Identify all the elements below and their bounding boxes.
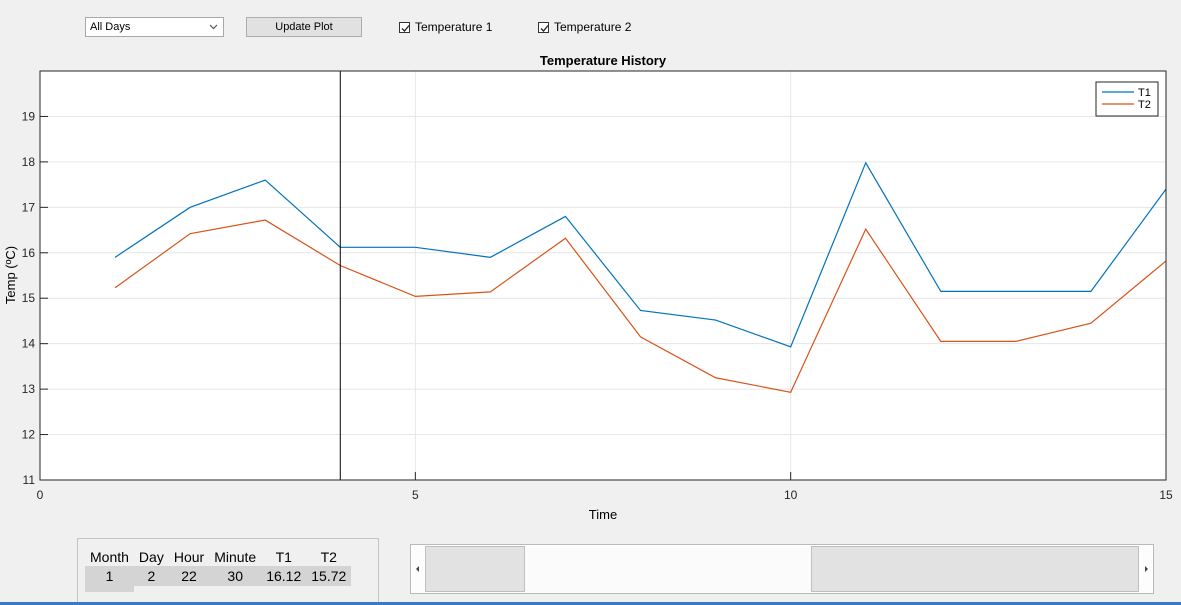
readout-value-cell: 2: [133, 566, 169, 586]
readout-header-cell: Minute: [214, 549, 257, 565]
caret-left-icon: [416, 566, 419, 572]
legend-box: [1095, 81, 1159, 117]
temperature-1-checkbox[interactable]: Temperature 1: [399, 17, 492, 37]
x-axis-label: Time: [589, 507, 617, 522]
readout-header-cell: Hour: [173, 549, 205, 565]
y-tick-label: 19: [22, 109, 36, 123]
y-tick-label: 18: [22, 155, 36, 169]
time-scrollbar[interactable]: [410, 544, 1154, 594]
legend-label: T2: [1138, 99, 1151, 111]
y-tick-label: 12: [22, 428, 36, 442]
x-tick-label: 0: [37, 488, 44, 502]
y-tick-label: 11: [23, 473, 36, 487]
readout-header-cell: T2: [320, 549, 337, 565]
readout-value-cell: 1: [85, 566, 134, 586]
legend-label: T1: [1138, 87, 1151, 99]
window-bottom-border: [0, 602, 1181, 605]
x-tick-label: 5: [412, 488, 419, 502]
scroll-left-arrow[interactable]: [412, 546, 424, 592]
scroll-track-left[interactable]: [425, 546, 525, 592]
y-tick-label: 14: [22, 337, 36, 351]
y-axis-label: Temp (ºC): [3, 246, 18, 304]
checkbox-checked-icon[interactable]: [399, 21, 410, 33]
temperature-2-checkbox[interactable]: Temperature 2: [538, 17, 631, 37]
readout-header-cell: T1: [275, 549, 292, 565]
readout-empty-row: [85, 586, 352, 592]
plot-area[interactable]: [40, 71, 1166, 480]
readout-value-cell: 22: [168, 566, 210, 586]
y-tick-label: 17: [22, 200, 36, 214]
readout-value-row: 1 2 22 30 16.12 15.72: [85, 566, 352, 586]
x-tick-label: 10: [784, 488, 798, 502]
readout-value-cell: 30: [209, 566, 262, 586]
x-tick-label: 15: [1159, 488, 1173, 502]
checkbox-checked-icon[interactable]: [538, 21, 549, 33]
scroll-track-right[interactable]: [810, 546, 1139, 592]
series-line-t2[interactable]: [114, 219, 1167, 393]
readout-header-cell: Month: [90, 549, 129, 565]
scroll-thumb[interactable]: [524, 546, 811, 592]
plot-axes-frame: [39, 70, 1167, 481]
y-tick-label: 13: [22, 382, 36, 396]
temperature-1-label: Temperature 1: [415, 20, 493, 34]
series-line-t1[interactable]: [114, 161, 1167, 348]
readout-header-cell: Day: [138, 549, 164, 565]
caret-right-icon: [1145, 566, 1148, 572]
readout-table: Month Day Hour Minute T1 T2 1 2 22 30 16.12 15.72: [85, 548, 352, 592]
chart-title: Temperature History: [540, 53, 667, 68]
readout-value-cell: 15.72: [306, 566, 352, 586]
readout-panel: Month Day Hour Minute T1 T2 1 2 22 30 16.12 15.72: [77, 538, 379, 603]
readout-value-cell: 16.12: [261, 566, 307, 586]
readout-header-row: Month Day Hour Minute T1 T2: [85, 548, 351, 566]
days-dropdown[interactable]: All Days: [85, 17, 224, 37]
y-tick-label: 16: [22, 246, 36, 260]
chevron-down-icon: [209, 24, 218, 30]
y-tick-label: 15: [22, 291, 36, 305]
temperature-history-chart[interactable]: 0 5 10 15 11 12 13 14 15 16 17 18 19 Temperature His…: [0, 0, 1181, 530]
update-plot-button[interactable]: Update Plot: [246, 17, 362, 37]
temperature-2-label: Temperature 2: [554, 20, 632, 34]
scroll-right-arrow[interactable]: [1140, 546, 1152, 592]
days-dropdown-value: All Days: [90, 21, 131, 33]
